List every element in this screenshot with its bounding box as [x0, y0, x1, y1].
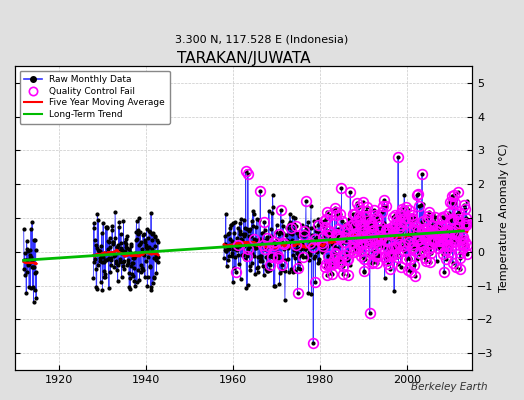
Text: 3.300 N, 117.528 E (Indonesia): 3.300 N, 117.528 E (Indonesia) — [176, 34, 348, 44]
Text: Berkeley Earth: Berkeley Earth — [411, 382, 487, 392]
Title: TARAKAN/JUWATA: TARAKAN/JUWATA — [177, 51, 310, 66]
Legend: Raw Monthly Data, Quality Control Fail, Five Year Moving Average, Long-Term Tren: Raw Monthly Data, Quality Control Fail, … — [19, 70, 170, 124]
Y-axis label: Temperature Anomaly (°C): Temperature Anomaly (°C) — [499, 144, 509, 292]
